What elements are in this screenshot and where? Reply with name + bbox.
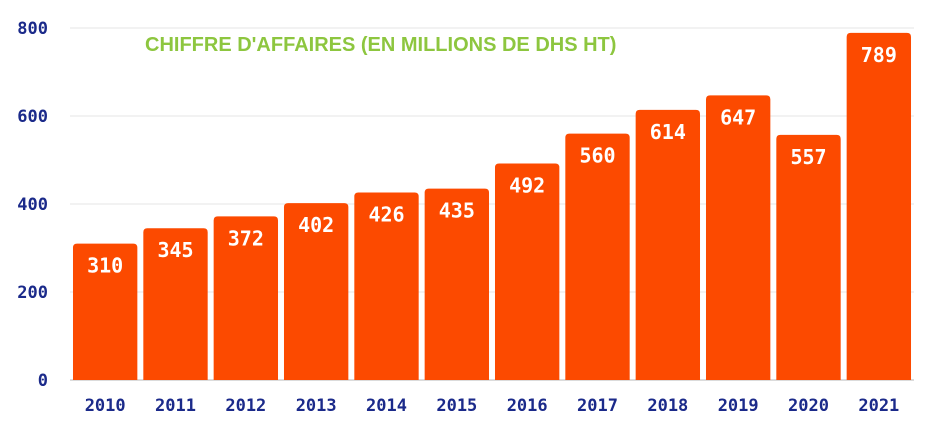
x-tick-label-2018: 2018: [647, 396, 688, 416]
x-tick-label-2013: 2013: [296, 396, 337, 416]
data-labels: 310 345 372 402 426 435 492 560 614 647 557 789: [87, 43, 897, 278]
y-tick-label: 600: [17, 107, 48, 127]
x-tick-label-2014: 2014: [366, 396, 407, 416]
bar-2014: [354, 192, 419, 380]
y-tick-label: 0: [38, 371, 48, 391]
data-label-2021: 789: [861, 43, 897, 67]
data-label-2015: 435: [439, 199, 475, 223]
y-tick-label: 800: [17, 19, 48, 39]
data-label-2013: 402: [298, 213, 334, 237]
y-tick-label: 400: [17, 195, 48, 215]
bar-2017: [565, 133, 630, 380]
bar-2016: [494, 163, 560, 380]
data-label-2014: 426: [368, 203, 404, 227]
bar-2011: [143, 228, 208, 380]
x-tick-label-2012: 2012: [225, 396, 266, 416]
bar-2013: [283, 203, 349, 380]
y-tick-label: 200: [17, 283, 48, 303]
bar-2015: [424, 188, 490, 380]
data-label-2016: 492: [509, 174, 545, 198]
x-tick-label-2020: 2020: [788, 396, 829, 416]
data-label-2010: 310: [87, 254, 123, 278]
bar-2019: [705, 95, 771, 380]
data-label-2012: 372: [228, 226, 264, 250]
x-tick-label-2017: 2017: [577, 396, 618, 416]
bars: [72, 32, 912, 381]
gridlines: [70, 27, 914, 381]
bar-2010: [72, 243, 138, 380]
bar-2021: [846, 32, 912, 381]
data-label-2017: 560: [579, 144, 615, 168]
bar-2020: [776, 134, 841, 380]
x-tick-label-2010: 2010: [85, 396, 126, 416]
bar-2012: [213, 216, 279, 380]
data-label-2019: 647: [720, 105, 756, 129]
y-axis-tick-labels: 0 200 400 600 800: [17, 19, 48, 391]
x-tick-label-2021: 2021: [858, 396, 899, 416]
data-label-2020: 557: [790, 145, 826, 169]
data-label-2018: 614: [650, 120, 686, 144]
x-tick-label-2016: 2016: [507, 396, 548, 416]
x-tick-label-2015: 2015: [436, 396, 477, 416]
x-tick-label-2019: 2019: [718, 396, 759, 416]
data-label-2011: 345: [157, 238, 193, 262]
x-tick-label-2011: 2011: [155, 396, 196, 416]
x-axis-tick-labels: 2010 2011 2012 2013 2014 2015 2016 2017 2018 2019…: [85, 396, 900, 416]
chart-title: CHIFFRE D'AFFAIRES (EN MILLIONS DE DHS H…: [145, 34, 616, 56]
bar-2018: [635, 109, 701, 380]
